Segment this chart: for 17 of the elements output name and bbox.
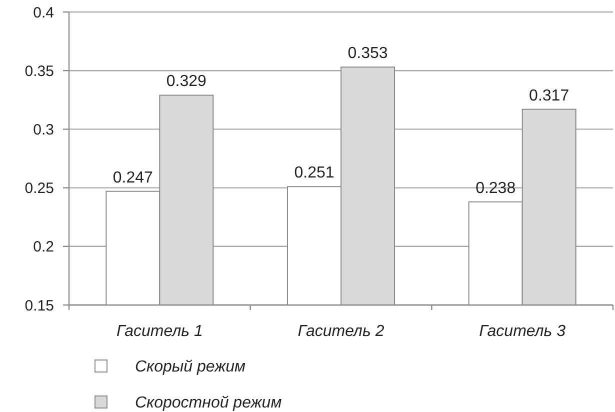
legend-label: Скорый режим [135, 358, 246, 376]
y-tick-label: 0.25 [24, 180, 54, 198]
x-tick-label: Гаситель 1 [116, 323, 203, 340]
data-label: 0.251 [294, 164, 334, 182]
y-tick-label: 0.3 [33, 121, 54, 138]
data-label: 0.247 [112, 169, 154, 186]
data-label: 0.238 [476, 180, 516, 197]
y-tick-label: 0.15 [24, 297, 54, 314]
x-tick-label: Гаситель 3 [479, 323, 566, 340]
y-tick-label: 0.4 [33, 4, 54, 22]
data-label: 0.353 [348, 45, 388, 62]
data-label: 0.329 [166, 73, 207, 90]
y-tick-label: 0.2 [33, 238, 54, 256]
x-tick-label: Гаситель 2 [298, 323, 384, 340]
data-label: 0.317 [529, 87, 570, 104]
y-tick-label: 0.35 [24, 62, 54, 80]
legend-label: Скоростной режим [135, 394, 282, 412]
